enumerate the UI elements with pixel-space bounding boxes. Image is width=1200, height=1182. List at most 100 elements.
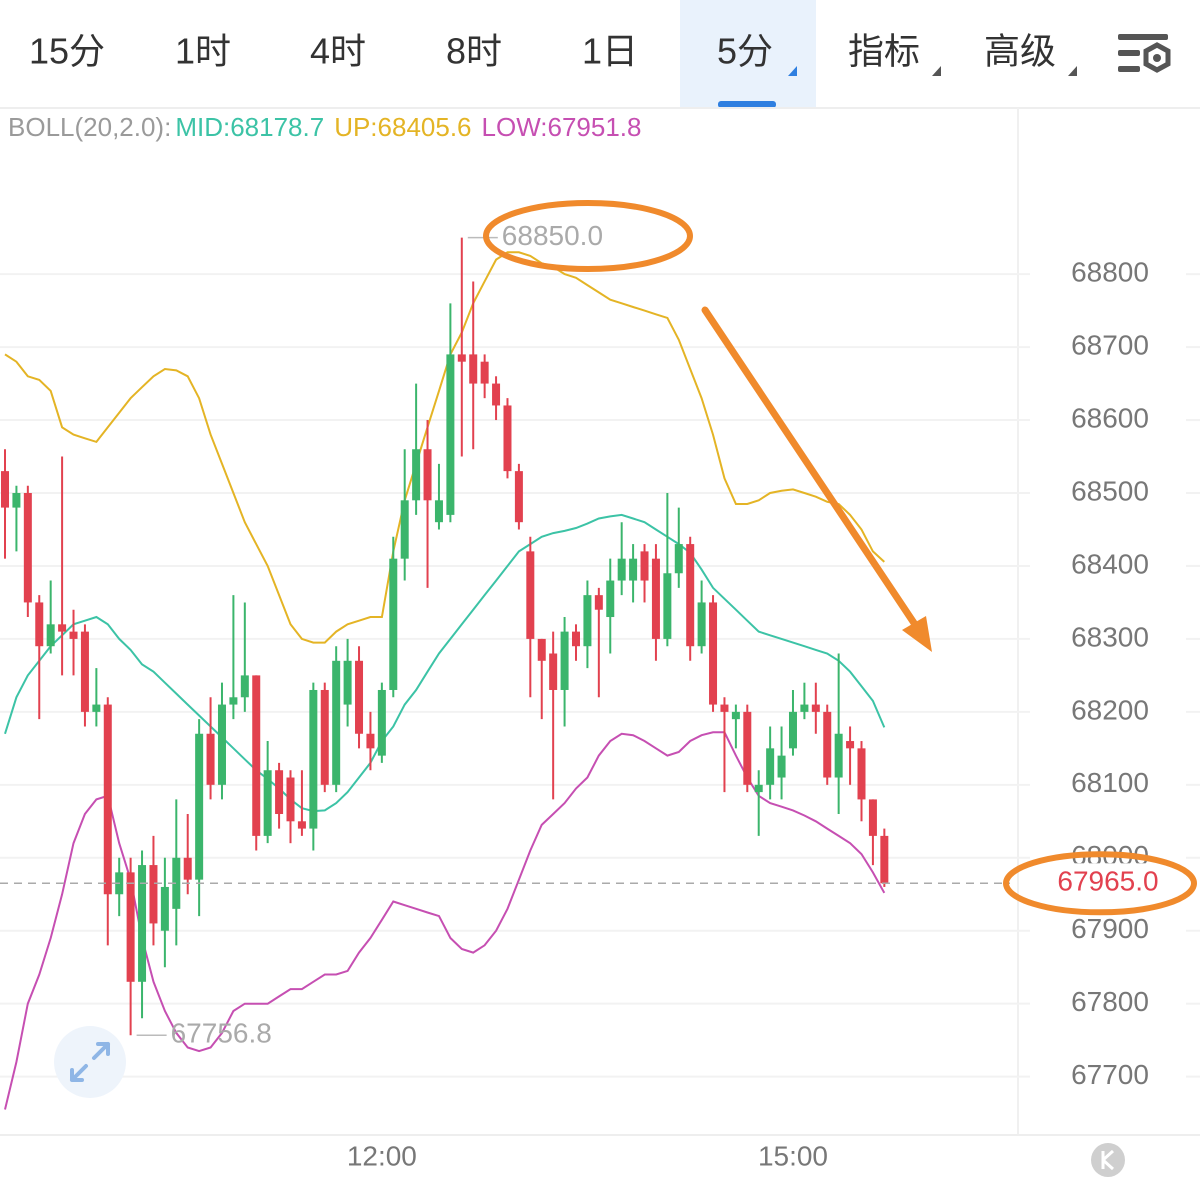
indicator-legend: BOLL(20,2.0): MID:68178.7 UP:68405.6 LOW:67… — [8, 112, 641, 142]
candle-body — [240, 675, 249, 698]
active-tab-background — [680, 0, 816, 107]
candles — [1, 237, 889, 1036]
candle-body — [263, 770, 272, 836]
candle-body — [103, 704, 112, 895]
candle-body — [697, 602, 706, 647]
candle-body — [480, 361, 489, 384]
interval-tabs: 15分 1时 4时 8时 1日 5分 指标 高级 — [29, 31, 1056, 72]
candle-body — [663, 573, 672, 639]
y-tick-label: 67700 — [1071, 1059, 1149, 1090]
interval-tab[interactable]: 8时 — [446, 31, 502, 72]
candle-body — [434, 500, 443, 523]
candle-body — [275, 770, 284, 815]
candle-body — [514, 471, 523, 523]
interval-tab[interactable]: 15分 — [29, 31, 105, 72]
candle-body — [320, 689, 329, 785]
candle-body — [252, 675, 261, 836]
candle-body — [492, 383, 501, 406]
candle-body — [503, 405, 512, 472]
trend-arrow-head — [902, 616, 932, 652]
candle-body — [640, 551, 649, 581]
candle-body — [834, 733, 843, 778]
indicator-lines — [4, 251, 886, 1110]
extreme-label: 68850.0 — [502, 220, 603, 251]
y-tick-label: 68800 — [1071, 257, 1149, 288]
candle-body — [674, 544, 683, 574]
candle-body — [217, 704, 226, 785]
highlight-ellipse — [483, 200, 693, 272]
interval-tab[interactable]: 1日 — [582, 31, 638, 72]
last-price-tag — [1022, 863, 1192, 904]
candle-body — [709, 602, 718, 705]
candle-body — [846, 741, 855, 749]
icon-gear-hub — [1153, 54, 1161, 62]
candle-body — [343, 660, 352, 705]
candle-body — [880, 835, 889, 884]
expand-button-background — [54, 1026, 126, 1098]
candle-body — [206, 733, 215, 785]
candle-body — [594, 595, 603, 610]
x-tick-label: 12:00 — [347, 1140, 417, 1171]
candle-body — [868, 799, 877, 836]
interval-tab[interactable]: 指标 — [848, 31, 920, 72]
interval-tab[interactable]: 1时 — [175, 31, 231, 72]
candle-body — [92, 704, 101, 712]
icon-bar — [1118, 66, 1140, 72]
candle-body — [526, 551, 535, 639]
candle-body — [355, 660, 364, 734]
candle-body — [857, 748, 866, 800]
candle-body — [617, 558, 626, 581]
icon-bar — [1118, 50, 1140, 56]
y-tick-label: 68400 — [1071, 548, 1149, 579]
trend-arrow — [701, 306, 924, 636]
candle-body — [457, 354, 466, 362]
candle-body — [629, 558, 638, 581]
dropdown-indicator — [932, 66, 941, 76]
candle-body — [332, 660, 341, 785]
candle-body — [297, 821, 306, 829]
candle-body — [309, 689, 318, 829]
y-tick-label: 68500 — [1071, 475, 1149, 506]
candle-body — [651, 558, 660, 639]
y-tick-label: 68300 — [1071, 621, 1149, 652]
candle-body — [731, 711, 740, 720]
y-tick-label: 67900 — [1071, 913, 1149, 944]
candle-body — [229, 697, 238, 705]
interval-tab[interactable]: 高级 — [984, 31, 1056, 72]
interval-tab[interactable]: 5分 — [717, 31, 773, 72]
candle-body — [172, 857, 181, 909]
candle-body — [549, 653, 558, 690]
indicator-legend-entry: UP:68405.6 — [334, 112, 471, 142]
candle-body — [183, 857, 192, 880]
y-tick-label: 67800 — [1071, 986, 1149, 1017]
y-tick-label: 68700 — [1071, 329, 1149, 360]
candle-body — [423, 449, 432, 501]
candle-body — [606, 580, 615, 618]
indicator-legend-entry: MID:68178.7 — [175, 112, 324, 142]
interval-tab[interactable]: 4时 — [310, 31, 366, 72]
candle-body — [377, 689, 386, 756]
indicator-line — [4, 251, 885, 644]
icon-bar — [1118, 34, 1168, 40]
highlight-ellipse — [1003, 851, 1197, 916]
candle-body — [743, 711, 752, 785]
candle-body — [1, 471, 9, 508]
settings-icon[interactable] — [1118, 34, 1171, 73]
candle-body — [823, 711, 832, 778]
logo-mark — [1101, 1149, 1115, 1171]
grid: 6770067800679006800068100682006830068400… — [0, 257, 1200, 1171]
expand-button[interactable] — [54, 1026, 126, 1098]
x-tick-label: 15:00 — [758, 1140, 828, 1171]
indicator-line — [4, 513, 886, 813]
candle-body — [126, 872, 135, 982]
candle-body — [720, 704, 729, 712]
candle-body — [389, 558, 398, 690]
active-tab-underline — [718, 101, 776, 108]
candle-body — [46, 624, 55, 647]
candle-body — [800, 704, 809, 712]
candle-body — [412, 449, 421, 501]
extreme-label: 67756.8 — [171, 1018, 272, 1049]
candle-body — [537, 638, 546, 661]
logo-circle — [1091, 1143, 1125, 1177]
